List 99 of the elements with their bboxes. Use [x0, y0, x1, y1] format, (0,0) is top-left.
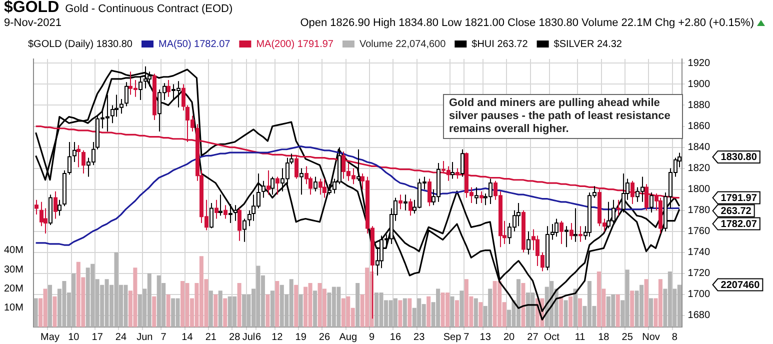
x-tick-label: 11 [574, 332, 586, 343]
legend-title: $GOLD (Daily) 1830.80 [28, 38, 133, 50]
x-tick-label: 12 [272, 332, 284, 343]
bar [214, 294, 218, 327]
x-tick-label: 10 [68, 332, 80, 343]
bar [152, 296, 156, 327]
chart-title: $GOLD [4, 0, 60, 16]
bar [218, 290, 222, 327]
bar [208, 290, 213, 327]
bar [516, 279, 521, 327]
y-tick-label: 1740 [688, 247, 710, 258]
x-tick-label: Nov [642, 332, 660, 343]
bar [474, 298, 478, 327]
bar [356, 282, 360, 327]
y2-tick-label: 10M [4, 302, 24, 314]
bar [275, 281, 280, 327]
y-tick-label: 1680 [688, 310, 710, 322]
x-tick-label: 24 [115, 332, 127, 343]
x-tick-label: 20 [503, 332, 516, 343]
bar [34, 298, 38, 327]
text: 2207460 [720, 280, 760, 291]
bar [166, 294, 170, 327]
bar [52, 296, 57, 327]
x-tick-label: 8 [672, 332, 678, 343]
bar [616, 294, 620, 327]
bar [573, 288, 578, 327]
x-tick-label: 19 [295, 332, 307, 343]
bar [460, 290, 464, 327]
bar [408, 298, 412, 327]
bar [48, 284, 52, 327]
x-tick-label: Aug [339, 332, 358, 343]
y2-tick-label: 30M [4, 264, 24, 276]
annotation: Gold and miners are pulling ahead while silver pauses - the path of least resistance remains overall higher. [443, 94, 683, 139]
x-tick-label: 16 [390, 332, 402, 343]
x-tick-label: 6 [255, 332, 262, 343]
y-tick-label: 1880 [688, 100, 710, 111]
x-tick-label: Jul [242, 332, 256, 343]
bar [237, 282, 242, 327]
bar [270, 290, 274, 327]
y-tick-label: 1700 [688, 289, 710, 300]
bar [298, 294, 303, 327]
x-tick-label: Jun [136, 332, 153, 343]
y2-tick-label: 20M [4, 283, 24, 294]
bar [402, 298, 407, 327]
text: Open 1826.90 High 1834.80 Low 1821.00 Close 1830.80 Volume 22.1M Chg +2.80 (+0.15%) [300, 17, 754, 29]
bar [648, 298, 654, 327]
legend-label: Volume 22,074,600 [359, 38, 446, 50]
bar [450, 296, 454, 327]
y-tick-label: 1720 [688, 268, 710, 280]
legend-label: $HUI 263.72 [472, 38, 528, 50]
text: 1791.97 [720, 193, 758, 204]
y-tick-label: 1800 [688, 184, 710, 196]
y-tick-label: 1760 [688, 226, 710, 238]
legend-label: MA(50) 1782.07 [158, 38, 231, 50]
x-tick-label: 21 [205, 332, 217, 343]
bar [398, 300, 402, 327]
bar [313, 290, 318, 327]
y-tick-label: 1920 [688, 58, 710, 69]
bar [266, 294, 270, 327]
text: 263.72 [720, 206, 752, 218]
x-tick-label: May [40, 332, 60, 343]
x-tick-label: Oct [544, 332, 560, 343]
text: 1830.80 [720, 152, 758, 164]
x-tick-label: 27 [527, 332, 539, 343]
x-tick-label: 7 [464, 332, 470, 343]
bar [578, 298, 582, 327]
x-tick-label: 14 [182, 332, 194, 343]
y-tick-label: 1780 [688, 205, 710, 216]
bar [559, 296, 564, 327]
x-tick-label: 17 [92, 332, 104, 343]
bar [426, 296, 431, 327]
bar [454, 300, 459, 327]
bar [630, 290, 634, 327]
x-tick-label: Sep [443, 332, 462, 343]
x-tick-label: 18 [598, 332, 610, 343]
bar [478, 302, 483, 327]
y-tick-label: 1840 [688, 142, 710, 154]
x-tick-label: 26 [318, 332, 330, 343]
y-tick-label: 1860 [688, 121, 710, 132]
x-tick-label: 9 [369, 332, 376, 343]
y-tick-label: 1900 [688, 78, 710, 90]
bar [223, 298, 228, 327]
y-tick-label: 1820 [688, 163, 710, 174]
x-tick-label: 13 [480, 332, 492, 343]
x-tick-label: 25 [622, 332, 634, 343]
x-tick-label: 28 [229, 332, 241, 343]
bar [294, 284, 298, 327]
x-tick-label: 23 [414, 332, 426, 343]
y2-tick-label: 40M [4, 245, 24, 256]
bar [564, 300, 568, 327]
x-tick-label: 7 [160, 332, 167, 343]
text: 1782.07 [720, 219, 758, 230]
legend-label: $SILVER 24.32 [554, 38, 622, 50]
legend-label: MA(200) 1791.97 [256, 38, 334, 50]
text: 9-Nov-2021 [4, 17, 62, 29]
bar [521, 282, 526, 327]
chart-subtitle: Gold - Continuous Contract (EOD) [65, 3, 233, 15]
bar [568, 296, 573, 327]
bar [644, 279, 648, 327]
